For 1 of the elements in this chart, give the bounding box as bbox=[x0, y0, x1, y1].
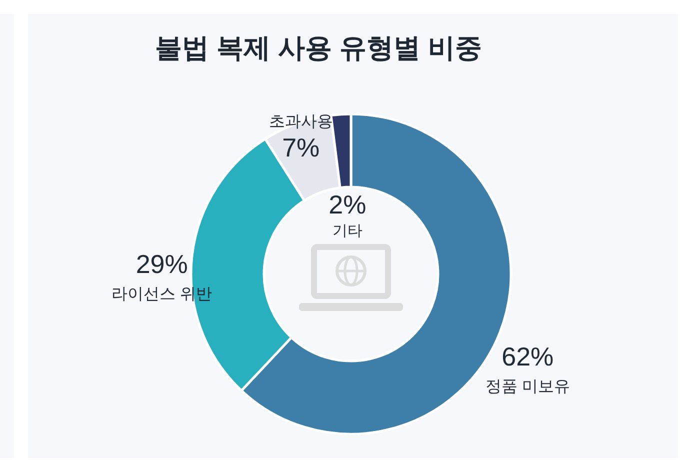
chart-title: 불법 복제 사용 유형별 비중 bbox=[155, 33, 482, 63]
